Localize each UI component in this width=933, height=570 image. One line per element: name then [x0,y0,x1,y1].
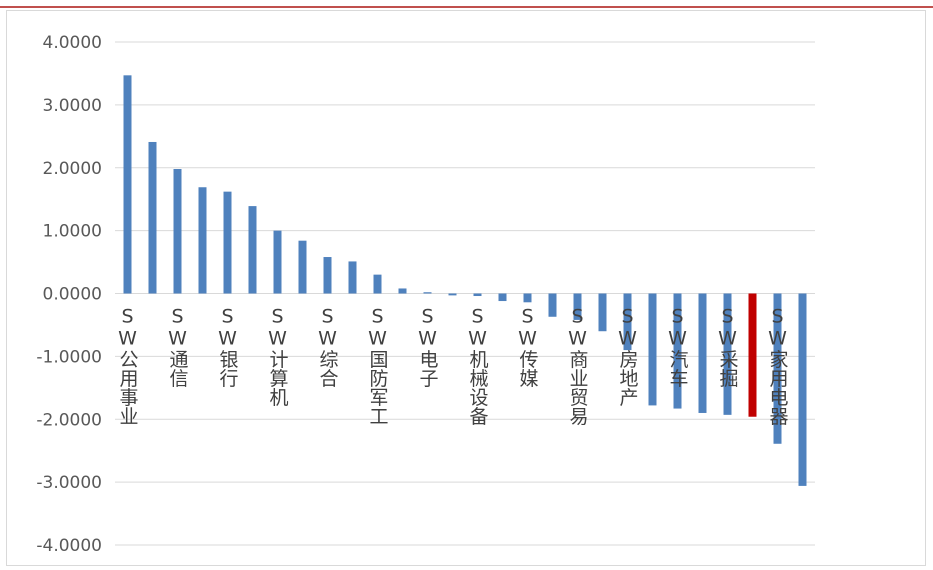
bar [373,274,382,294]
category-label: SW商业贸易 [567,306,589,427]
bar [498,293,507,302]
y-tick-label: 3.0000 [43,96,102,116]
y-tick-label: -2.0000 [36,410,102,430]
category-label: SW采掘 [717,306,739,388]
bar [173,169,182,294]
y-tick-label: 1.0000 [43,222,102,242]
bar [523,293,532,303]
category-label: SW电子 [417,306,439,388]
category-label: SW计算机 [267,306,289,407]
y-axis-tick-labels: 4.0000 3.0000 2.0000 1.0000 0.0000 -1.0000 -2.… [36,33,102,556]
y-tick-label: -1.0000 [36,347,102,367]
bar-highlighted [748,293,757,417]
category-label: SW综合 [317,306,339,388]
bar [273,230,282,294]
category-label: SW机械设备 [467,306,489,426]
bar [598,293,607,332]
bar [198,187,207,294]
bar [298,240,307,294]
bar [698,293,707,413]
bar [773,293,782,444]
bar [448,293,457,296]
bar [798,293,807,486]
chart-frame [6,10,926,566]
y-tick-label: 0.0000 [43,285,102,305]
bar [123,75,132,294]
bar [423,292,432,294]
y-tick-label: -4.0000 [36,536,102,556]
category-label: SW家用电器 [767,306,789,426]
category-label: SW传媒 [517,306,539,388]
bar [648,293,657,406]
top-accent-rule [0,6,933,8]
bar [573,293,582,320]
category-label: SW汽车 [667,306,689,388]
category-label: SW公用事业 [117,306,139,426]
bar [248,206,257,294]
bar [548,293,557,317]
bar [348,261,357,294]
bar [323,257,332,294]
bar [673,293,682,409]
bars [123,75,807,486]
bar [398,288,407,294]
category-label: SW银行 [217,306,239,388]
bar [473,293,482,297]
y-tick-label: 2.0000 [43,159,102,179]
category-label: SW通信 [167,306,189,388]
gridlines [115,41,815,546]
bar [223,191,232,294]
bar [623,293,632,351]
y-tick-label: -3.0000 [36,473,102,493]
category-label: SW房地产 [617,306,639,407]
category-labels: SW公用事业 SW通信 SW银行 SW计算机 SW综合 SW国防军工 SW电子 SW机械设备 S… [117,306,789,427]
y-tick-label: 4.0000 [43,33,102,53]
bar [723,293,732,415]
bar [148,141,157,294]
category-label: SW国防军工 [367,306,389,426]
